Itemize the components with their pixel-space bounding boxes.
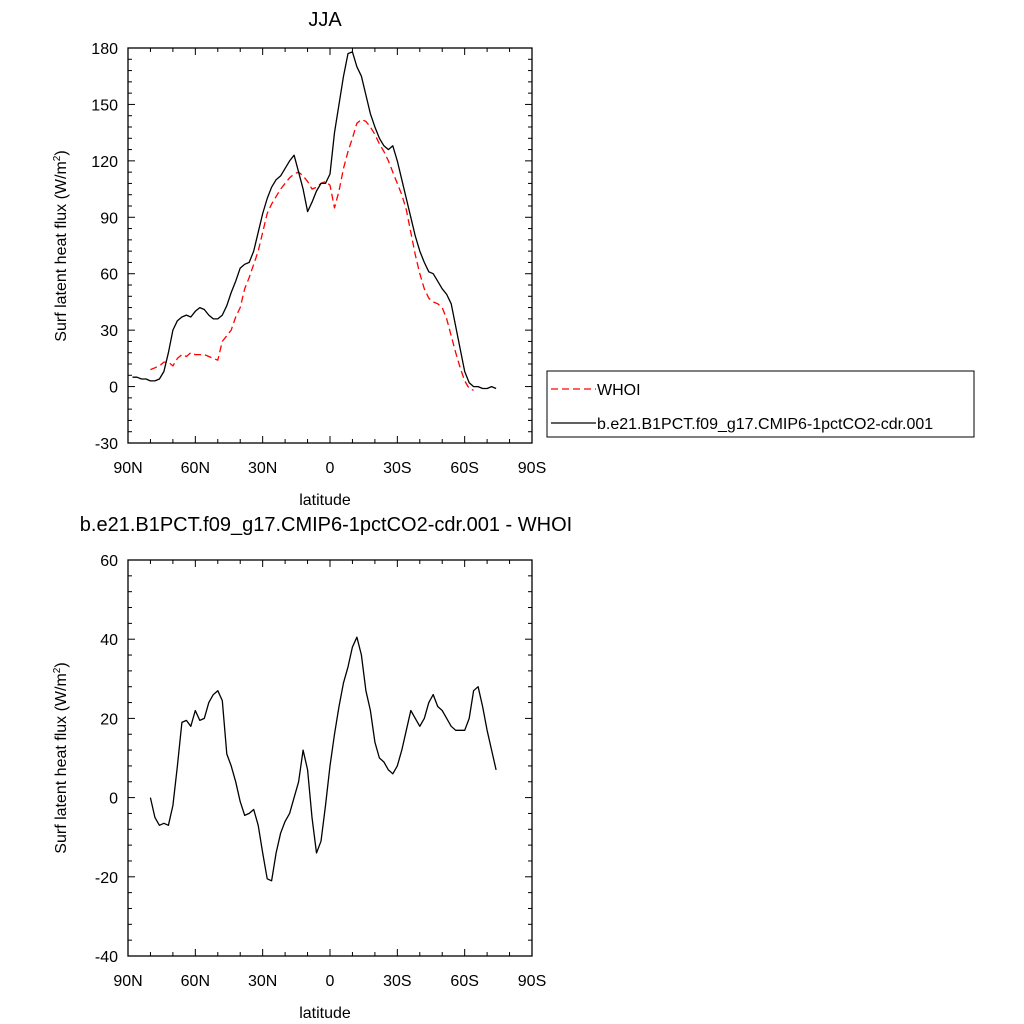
- legend-label-whoi: WHOI: [597, 382, 641, 399]
- bottom-chart-panel: b.e21.B1PCT.f09_g17.CMIP6-1pctCO2-cdr.00…: [52, 514, 572, 1022]
- bottom-chart-title: b.e21.B1PCT.f09_g17.CMIP6-1pctCO2-cdr.00…: [80, 514, 572, 536]
- top-x-axis-label: latitude: [299, 492, 351, 509]
- bottom-x-tick-label: 0: [326, 973, 335, 990]
- top-x-tick-label: 60N: [181, 460, 210, 477]
- legend-label-model: b.e21.B1PCT.f09_g17.CMIP6-1pctCO2-cdr.00…: [597, 416, 933, 433]
- bottom-x-tick-label: 60S: [450, 973, 478, 990]
- bottom-series-line-0: [149, 636, 497, 882]
- bottom-x-tick-label: 90N: [113, 973, 142, 990]
- bottom-axis-ticks: [127, 559, 533, 957]
- bottom-x-axis-label: latitude: [299, 1005, 351, 1022]
- bottom-x-tick-label: 30S: [383, 973, 411, 990]
- top-x-tick-label: 0: [326, 460, 335, 477]
- top-y-tick-label: 60: [100, 267, 118, 284]
- top-y-tick-label: -30: [95, 436, 118, 453]
- bottom-y-tick-label: 40: [100, 632, 118, 649]
- top-y-tick-labels: -30 0 30 60 90 120 150 180: [91, 41, 118, 453]
- top-x-tick-labels: 90N 60N 30N 0 30S 60S 90S: [113, 460, 546, 477]
- top-x-tick-label: 30S: [383, 460, 411, 477]
- top-y-tick-label: 150: [91, 97, 118, 114]
- top-y-tick-label: 180: [91, 41, 118, 58]
- top-axis-ticks: [127, 47, 533, 444]
- bottom-y-tick-label: 60: [100, 553, 118, 570]
- bottom-y-tick-label: -20: [95, 870, 118, 887]
- bottom-y-tick-labels: -40 -20 0 20 40 60: [95, 553, 118, 966]
- top-x-tick-label: 60S: [450, 460, 478, 477]
- bottom-y-axis-label-superscript: 2: [52, 667, 63, 673]
- top-y-tick-label: 30: [100, 323, 118, 340]
- bottom-y-tick-label: -40: [95, 949, 118, 966]
- bottom-x-tick-label: 60N: [181, 973, 210, 990]
- top-chart-title: JJA: [308, 9, 342, 31]
- top-chart-panel: JJA -30 0 30 60 90 120 150 180 90N 60N 30N 0 30S 60S…: [52, 9, 546, 509]
- bottom-y-axis-label-close: ): [53, 662, 70, 667]
- legend: WHOI b.e21.B1PCT.f09_g17.CMIP6-1pctCO2-c…: [546, 370, 975, 438]
- bottom-x-tick-label: 30N: [248, 973, 277, 990]
- top-y-axis-label-superscript: 2: [52, 155, 63, 161]
- top-x-tick-label: 30N: [248, 460, 277, 477]
- bottom-y-tick-label: 0: [109, 791, 118, 808]
- top-series-line-0: [150, 118, 474, 391]
- top-plot-frame: [127, 47, 533, 444]
- bottom-plot-frame: [127, 559, 533, 957]
- top-y-tick-label: 90: [100, 210, 118, 227]
- top-series-lines: [132, 51, 497, 391]
- top-series-line-1: [132, 51, 497, 390]
- top-x-tick-label: 90N: [113, 460, 142, 477]
- top-y-axis-label-close: ): [53, 150, 70, 155]
- top-y-axis-label-main: Surf latent heat flux (W/m: [53, 161, 70, 342]
- bottom-series-lines: [149, 636, 497, 882]
- top-y-tick-label: 120: [91, 154, 118, 171]
- top-y-axis-label: Surf latent heat flux (W/m2): [52, 150, 70, 341]
- top-x-tick-label: 90S: [518, 460, 546, 477]
- bottom-y-axis-label: Surf latent heat flux (W/m2): [52, 662, 70, 853]
- top-y-tick-label: 0: [109, 380, 118, 397]
- legend-box: [546, 370, 975, 438]
- bottom-y-tick-label: 20: [100, 711, 118, 728]
- bottom-x-tick-labels: 90N 60N 30N 0 30S 60S 90S: [113, 973, 546, 990]
- bottom-x-tick-label: 90S: [518, 973, 546, 990]
- bottom-y-axis-label-main: Surf latent heat flux (W/m: [53, 673, 70, 854]
